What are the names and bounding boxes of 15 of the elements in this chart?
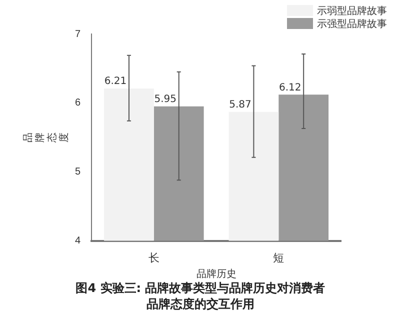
data-label: 6.12	[278, 82, 302, 94]
legend-label: 示强型品牌故事	[317, 18, 387, 30]
y-axis-title: 品牌态度	[22, 132, 70, 144]
x-tick-label: 长	[148, 251, 160, 264]
caption: 图4 实验三: 品牌故事类型与品牌历史对消费者品牌态度的交互作用	[76, 280, 326, 312]
data-label: 5.95	[154, 94, 177, 105]
data-label: 6.21	[104, 76, 127, 88]
x-tick-label: 短	[273, 252, 284, 264]
y-tick-label: 6	[75, 98, 81, 109]
y-tick-label: 5	[75, 166, 81, 178]
legend-label: 示弱型品牌故事	[317, 4, 387, 18]
y-tick-label: 4	[75, 236, 81, 247]
data-label: 5.87	[229, 99, 252, 110]
y-tick-label: 7	[75, 28, 81, 40]
x-axis-title: 品牌历史	[196, 268, 236, 280]
